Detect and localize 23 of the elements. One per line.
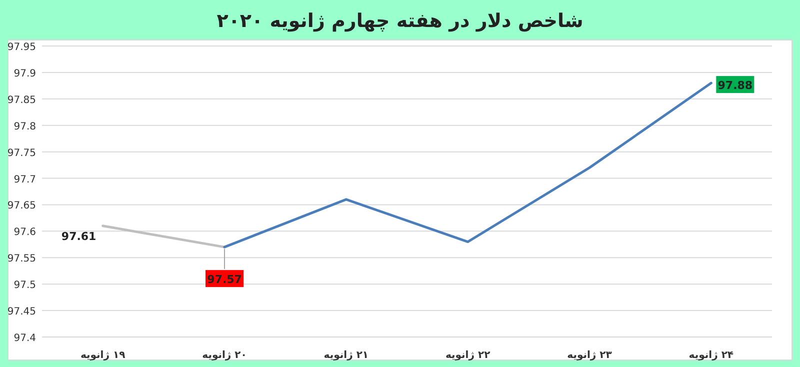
y-tick-label: 97.85 [7,94,36,106]
data-label: 97.88 [718,79,753,92]
y-tick-label: 97.9 [14,68,36,80]
x-tick-label: ۲۰ ژانویه [202,350,247,361]
x-tick-label: ۲۲ ژانویه [445,350,490,361]
x-tick-label: ۲۱ ژانویه [324,350,369,361]
x-tick-label: ۲۴ ژانویه [688,350,734,361]
y-tick-label: 97.4 [14,333,36,344]
y-tick-label: 97.7 [14,174,36,186]
y-tick-label: 97.95 [7,42,36,53]
data-label: 97.61 [61,230,96,243]
y-tick-label: 97.6 [14,227,36,238]
line-series [223,82,712,248]
y-tick-label: 97.65 [7,200,36,212]
y-tick-label: 97.8 [14,121,36,132]
y-tick-label: 97.55 [7,254,36,265]
x-tick-label: ۲۳ ژانویه [567,350,612,361]
data-label: 97.57 [207,273,242,286]
y-tick-label: 97.75 [7,148,36,159]
y-tick-label: 97.5 [14,280,36,292]
chart-title: شاخص دلار در هفته چهارم ژانویه ۲۰۲۰ [216,10,584,32]
y-tick-label: 97.45 [7,306,36,318]
x-tick-label: ۱۹ ژانویه [80,350,126,361]
